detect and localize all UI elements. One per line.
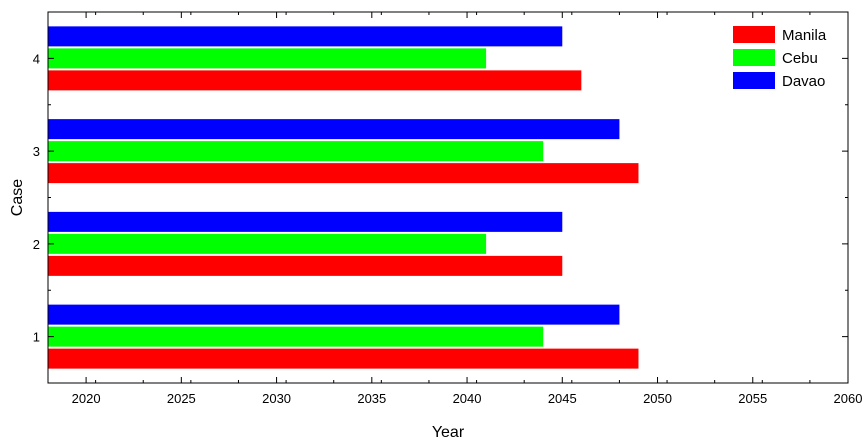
y-tick-label: 2	[33, 237, 40, 252]
legend: Manila Cebu Davao	[733, 26, 827, 90]
y-tick-label: 1	[33, 330, 40, 345]
x-tick-label: 2040	[453, 391, 482, 406]
legend-label-manila: Manila	[782, 27, 827, 44]
legend-label-davao: Davao	[782, 73, 825, 90]
bar-davao-case-2	[48, 211, 563, 232]
x-tick-label: 2025	[167, 391, 196, 406]
bar-manila-case-4	[48, 70, 582, 91]
ticks-layer: 2020 2025 2030 2035 2040 2045 2050 2055 2060 1 2 3 4	[33, 12, 863, 406]
y-axis-title: Case	[9, 179, 26, 216]
x-tick-label: 2060	[834, 391, 863, 406]
y-tick-label: 4	[33, 51, 40, 66]
x-tick-label: 2020	[72, 391, 101, 406]
bar-davao-case-3	[48, 119, 620, 140]
bar-cebu-case-4	[48, 48, 487, 69]
x-tick-label: 2050	[643, 391, 672, 406]
bar-manila-case-3	[48, 163, 639, 184]
legend-swatch-manila	[733, 26, 775, 43]
bar-cebu-case-2	[48, 233, 487, 254]
y-tick-label: 3	[33, 144, 40, 159]
bar-cebu-case-1	[48, 326, 544, 347]
x-tick-label: 2045	[548, 391, 577, 406]
legend-label-cebu: Cebu	[782, 50, 818, 67]
bar-manila-case-2	[48, 255, 563, 276]
x-tick-label: 2055	[738, 391, 767, 406]
bar-cebu-case-3	[48, 141, 544, 162]
bars-layer	[48, 26, 639, 369]
bar-davao-case-4	[48, 26, 563, 47]
bar-davao-case-1	[48, 304, 620, 325]
x-axis-title: Year	[432, 424, 465, 441]
legend-swatch-cebu	[733, 49, 775, 66]
x-tick-label: 2030	[262, 391, 291, 406]
bar-manila-case-1	[48, 348, 639, 369]
x-tick-label: 2035	[357, 391, 386, 406]
legend-swatch-davao	[733, 72, 775, 89]
